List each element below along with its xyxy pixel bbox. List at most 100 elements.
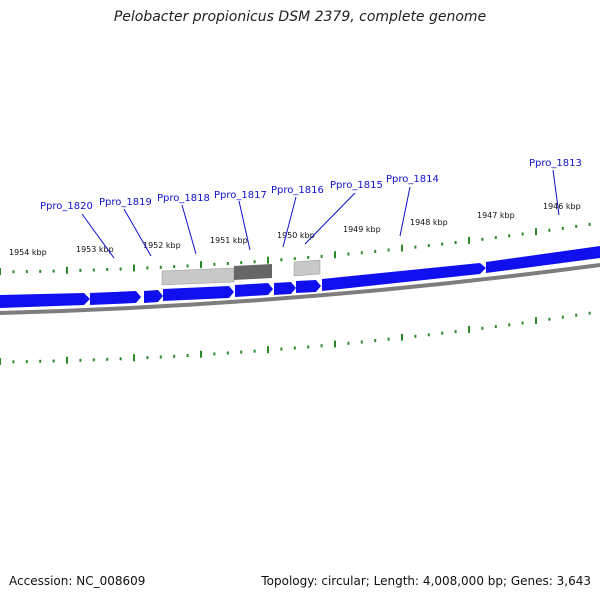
- major-tick: [133, 354, 135, 362]
- leader-line: [304, 192, 356, 245]
- gene-arrow[interactable]: [274, 282, 296, 295]
- gene-label[interactable]: Ppro_1819: [99, 197, 152, 208]
- gene-arrow[interactable]: [163, 286, 234, 301]
- major-tick: [334, 251, 336, 259]
- minor-tick: [441, 331, 444, 335]
- leader-line: [238, 200, 251, 251]
- minor-tick: [307, 256, 310, 259]
- gene-arrow[interactable]: [322, 263, 486, 291]
- gene-labels: Ppro_1820 Ppro_1819 Ppro_1818 Ppro_1817 …: [40, 158, 582, 212]
- minor-tick: [521, 321, 524, 325]
- minor-tick: [374, 249, 377, 253]
- genome-info-label: Topology: circular; Length: 4,008,000 bp…: [261, 574, 591, 588]
- leader-line: [552, 169, 560, 216]
- minor-tick: [106, 357, 109, 361]
- major-tick: [401, 333, 403, 341]
- minor-tick: [159, 355, 162, 359]
- minor-tick: [414, 334, 417, 338]
- major-tick: [401, 244, 403, 252]
- major-tick: [468, 236, 470, 244]
- minor-tick: [240, 261, 243, 265]
- minor-tick: [347, 341, 350, 345]
- minor-tick: [481, 326, 484, 330]
- minor-tick: [119, 267, 122, 271]
- major-tick: [267, 346, 269, 354]
- minor-tick: [213, 352, 216, 356]
- minor-tick: [481, 237, 484, 241]
- inner-tick-row: [0, 311, 591, 365]
- scale-label: 1950 kbp: [277, 231, 315, 240]
- minor-tick: [293, 257, 296, 261]
- minor-tick: [12, 360, 15, 364]
- minor-tick: [293, 346, 296, 350]
- gene-label[interactable]: Ppro_1816: [271, 185, 324, 196]
- major-tick: [200, 261, 202, 269]
- minor-tick: [360, 340, 363, 344]
- map-title: Pelobacter propionicus DSM 2379, complet…: [113, 9, 487, 25]
- gene-label[interactable]: Ppro_1814: [386, 174, 439, 185]
- minor-tick: [146, 266, 149, 270]
- minor-tick: [186, 264, 189, 268]
- minor-tick: [387, 248, 390, 252]
- gene-arrow[interactable]: [486, 246, 600, 273]
- minor-tick: [39, 359, 42, 363]
- major-tick: [200, 350, 202, 358]
- feature-light-2: [293, 259, 321, 277]
- gene-label[interactable]: Ppro_1813: [529, 158, 582, 169]
- minor-tick: [347, 252, 350, 256]
- minor-tick: [92, 268, 95, 272]
- gene-label[interactable]: Ppro_1818: [157, 193, 210, 204]
- minor-tick: [427, 244, 430, 248]
- scale-label: 1948 kbp: [410, 218, 448, 227]
- gene-arrow[interactable]: [0, 293, 90, 308]
- minor-tick: [173, 265, 176, 269]
- major-tick: [0, 268, 1, 275]
- gene-arrow[interactable]: [296, 280, 321, 293]
- minor-tick: [548, 317, 551, 321]
- minor-tick: [119, 357, 122, 361]
- minor-tick: [146, 356, 149, 360]
- gene-arrow[interactable]: [144, 290, 163, 303]
- scale-label: 1946 kbp: [543, 202, 581, 211]
- major-tick: [334, 340, 336, 348]
- leader-line: [81, 213, 115, 259]
- minor-tick: [52, 269, 55, 273]
- minor-tick: [360, 251, 363, 255]
- gene-arrow[interactable]: [90, 291, 141, 305]
- minor-tick: [454, 241, 457, 244]
- minor-tick: [494, 325, 497, 329]
- minor-tick: [226, 351, 229, 355]
- minor-tick: [561, 226, 564, 230]
- major-tick: [133, 264, 135, 272]
- major-tick: [267, 256, 269, 264]
- minor-tick: [588, 222, 591, 226]
- minor-tick: [253, 349, 256, 353]
- major-tick: [468, 326, 470, 333]
- feature-dark-1: [234, 264, 272, 280]
- scale-label: 1954 kbp: [9, 248, 47, 257]
- gene-label[interactable]: Ppro_1820: [40, 201, 93, 212]
- gene-label[interactable]: Ppro_1817: [214, 190, 267, 201]
- minor-tick: [79, 268, 82, 272]
- minor-tick: [186, 354, 189, 357]
- outer-tick-row: [0, 222, 591, 275]
- minor-tick: [494, 236, 497, 239]
- minor-tick: [548, 228, 551, 232]
- minor-tick: [240, 350, 243, 354]
- leader-line: [282, 196, 297, 248]
- minor-tick: [25, 270, 28, 274]
- gene-label[interactable]: Ppro_1815: [330, 180, 383, 191]
- minor-tick: [159, 265, 162, 269]
- minor-tick: [561, 315, 564, 319]
- feature-light-1: [161, 267, 235, 286]
- scale-label: 1952 kbp: [143, 241, 181, 250]
- minor-tick: [414, 245, 417, 249]
- leader-line: [123, 208, 152, 257]
- minor-tick: [307, 345, 310, 349]
- minor-tick: [427, 333, 430, 337]
- minor-tick: [575, 224, 578, 228]
- gene-leader-lines: [81, 169, 560, 259]
- gene-arrow[interactable]: [235, 283, 273, 297]
- major-tick: [66, 356, 68, 364]
- minor-tick: [508, 323, 511, 327]
